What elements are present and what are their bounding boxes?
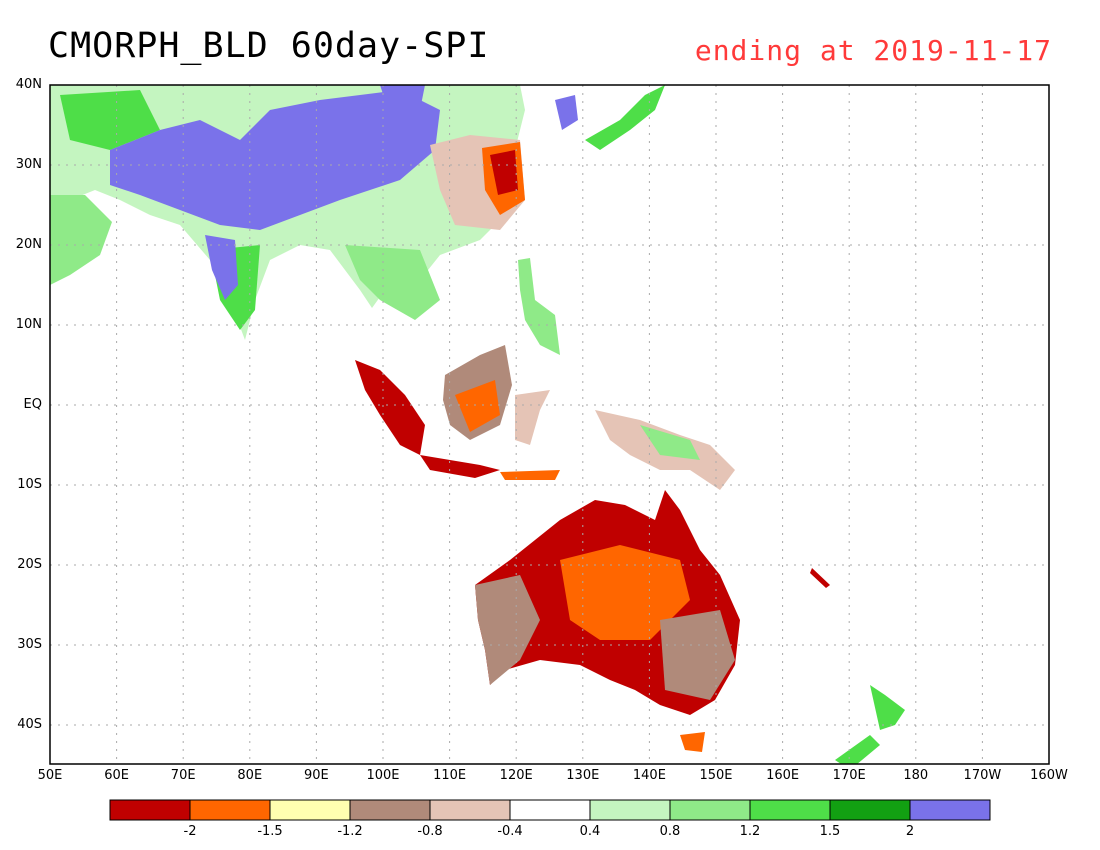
newguinea-green bbox=[640, 425, 700, 460]
latitude-label: 20N bbox=[15, 237, 42, 252]
longitude-label: 120E bbox=[499, 768, 533, 783]
newcaledonia-region bbox=[810, 568, 830, 588]
longitude-label: 130E bbox=[566, 768, 600, 783]
sulawesi-region bbox=[515, 390, 550, 445]
longitude-label: 60E bbox=[104, 768, 129, 783]
lesser-sunda bbox=[500, 470, 560, 480]
latitude-label: 10S bbox=[17, 477, 42, 492]
tasmania-region bbox=[680, 732, 705, 752]
colorbar-label: 1.5 bbox=[819, 824, 841, 839]
borneo-dry bbox=[455, 380, 500, 432]
colorbar-label: -1.2 bbox=[337, 824, 363, 839]
colorbar-label: 0.4 bbox=[579, 824, 601, 839]
colorbar-swatch bbox=[109, 799, 191, 821]
longitude-label: 90E bbox=[304, 768, 329, 783]
colorbar-label: -0.4 bbox=[497, 824, 523, 839]
colorbar-swatch bbox=[829, 799, 911, 821]
latitude-label: 20S bbox=[17, 557, 42, 572]
wet-patch-tibet bbox=[380, 85, 425, 115]
colorbar-swatch bbox=[669, 799, 751, 821]
colorbar-swatch bbox=[749, 799, 831, 821]
australia-orange bbox=[560, 545, 690, 640]
australia-east-dry bbox=[660, 610, 735, 700]
longitude-label: 160E bbox=[766, 768, 800, 783]
nz-region bbox=[870, 685, 905, 730]
latitude-label: 30N bbox=[15, 157, 42, 172]
latitude-label: 40N bbox=[15, 77, 42, 92]
australia-west-mixed bbox=[475, 575, 540, 685]
colorbar-swatch bbox=[909, 799, 991, 821]
colorbar-label: 0.8 bbox=[659, 824, 681, 839]
colorbar-swatch bbox=[189, 799, 271, 821]
colorbar-label: -2 bbox=[183, 824, 197, 839]
colorbar bbox=[109, 799, 991, 821]
arabia-region bbox=[50, 195, 112, 285]
sumatra-region bbox=[355, 360, 425, 455]
wet-patch-himalaya bbox=[110, 90, 440, 230]
nz-south-region bbox=[835, 735, 880, 764]
colorbar-label: -1.5 bbox=[257, 824, 283, 839]
colorbar-swatch bbox=[429, 799, 511, 821]
longitude-label: 150E bbox=[699, 768, 733, 783]
date-label: ending at 2019-11-17 bbox=[694, 34, 1052, 67]
longitude-label: 100E bbox=[366, 768, 400, 783]
latitude-label: 10N bbox=[15, 317, 42, 332]
wet-patch-india bbox=[205, 235, 238, 300]
longitude-label: 110E bbox=[433, 768, 467, 783]
colorbar-label: 2 bbox=[905, 824, 915, 839]
longitude-label: 170W bbox=[963, 768, 1002, 783]
longitude-label: 80E bbox=[237, 768, 263, 783]
colorbar-swatch bbox=[589, 799, 671, 821]
philippines-region bbox=[518, 258, 560, 355]
colorbar-label: 1.2 bbox=[739, 824, 761, 839]
map-content bbox=[50, 85, 905, 764]
colorbar-label: -0.8 bbox=[417, 824, 443, 839]
latitude-label: EQ bbox=[23, 397, 42, 412]
latitude-label: 30S bbox=[17, 637, 42, 652]
colorbar-swatch bbox=[269, 799, 351, 821]
wet-patch-korea bbox=[555, 95, 578, 130]
green-patch-north bbox=[60, 90, 160, 150]
dry-patch-china-red bbox=[490, 150, 518, 195]
longitude-label: 170E bbox=[832, 768, 866, 783]
java-region bbox=[420, 455, 500, 478]
grid-lines bbox=[50, 85, 1049, 764]
green-patch-indochina bbox=[345, 245, 440, 320]
colorbar-swatch bbox=[509, 799, 591, 821]
longitude-label: 160W bbox=[1030, 768, 1068, 783]
longitude-label: 70E bbox=[170, 768, 196, 783]
colorbar-swatch bbox=[349, 799, 431, 821]
map-frame bbox=[49, 84, 1050, 765]
longitude-label: 50E bbox=[37, 768, 63, 783]
longitude-label: 180 bbox=[903, 768, 929, 783]
map-title: CMORPH_BLD 60day-SPI bbox=[48, 26, 490, 66]
longitude-label: 140E bbox=[632, 768, 666, 783]
latitude-label: 40S bbox=[17, 717, 42, 732]
japan-region bbox=[585, 85, 665, 150]
